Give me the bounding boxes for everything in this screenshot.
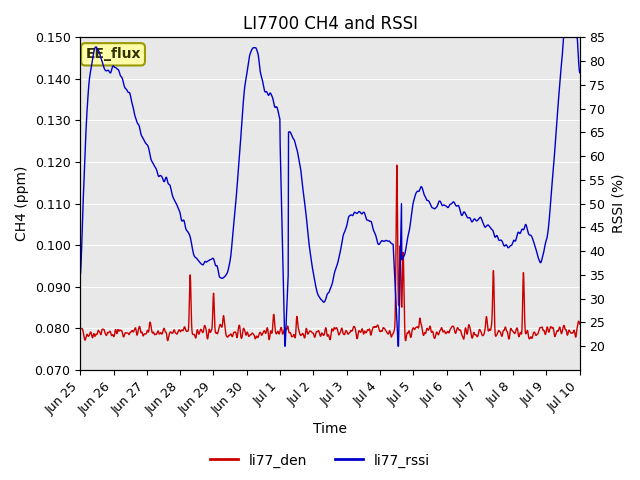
li77_rssi [308, 262, 316, 267]
Title: LI7700 CH4 and RSSI: LI7700 CH4 and RSSI [243, 15, 417, 33]
li77_rssi [281, 343, 289, 349]
li77_den [308, 329, 316, 335]
li77_den [76, 326, 84, 332]
li77_den [361, 328, 369, 334]
li77_rssi [289, 134, 296, 140]
li77_rssi [76, 272, 84, 278]
li77_den [576, 321, 584, 327]
li77_den [393, 162, 401, 168]
Y-axis label: RSSI (%): RSSI (%) [611, 174, 625, 233]
li77_rssi [136, 123, 143, 129]
X-axis label: Time: Time [313, 422, 347, 436]
li77_rssi [560, 35, 568, 40]
li77_den [402, 338, 410, 344]
Line: li77_rssi: li77_rssi [80, 37, 580, 346]
li77_rssi [361, 211, 369, 217]
li77_rssi [299, 186, 307, 192]
li77_den [299, 331, 307, 336]
li77_rssi [115, 68, 123, 74]
Line: li77_den: li77_den [80, 165, 580, 341]
li77_den [289, 334, 296, 339]
li77_den [136, 324, 143, 330]
Legend: li77_den, li77_rssi: li77_den, li77_rssi [204, 448, 436, 473]
Text: EE_flux: EE_flux [85, 48, 141, 61]
Y-axis label: CH4 (ppm): CH4 (ppm) [15, 166, 29, 241]
li77_den [115, 328, 123, 334]
li77_rssi [576, 70, 584, 75]
